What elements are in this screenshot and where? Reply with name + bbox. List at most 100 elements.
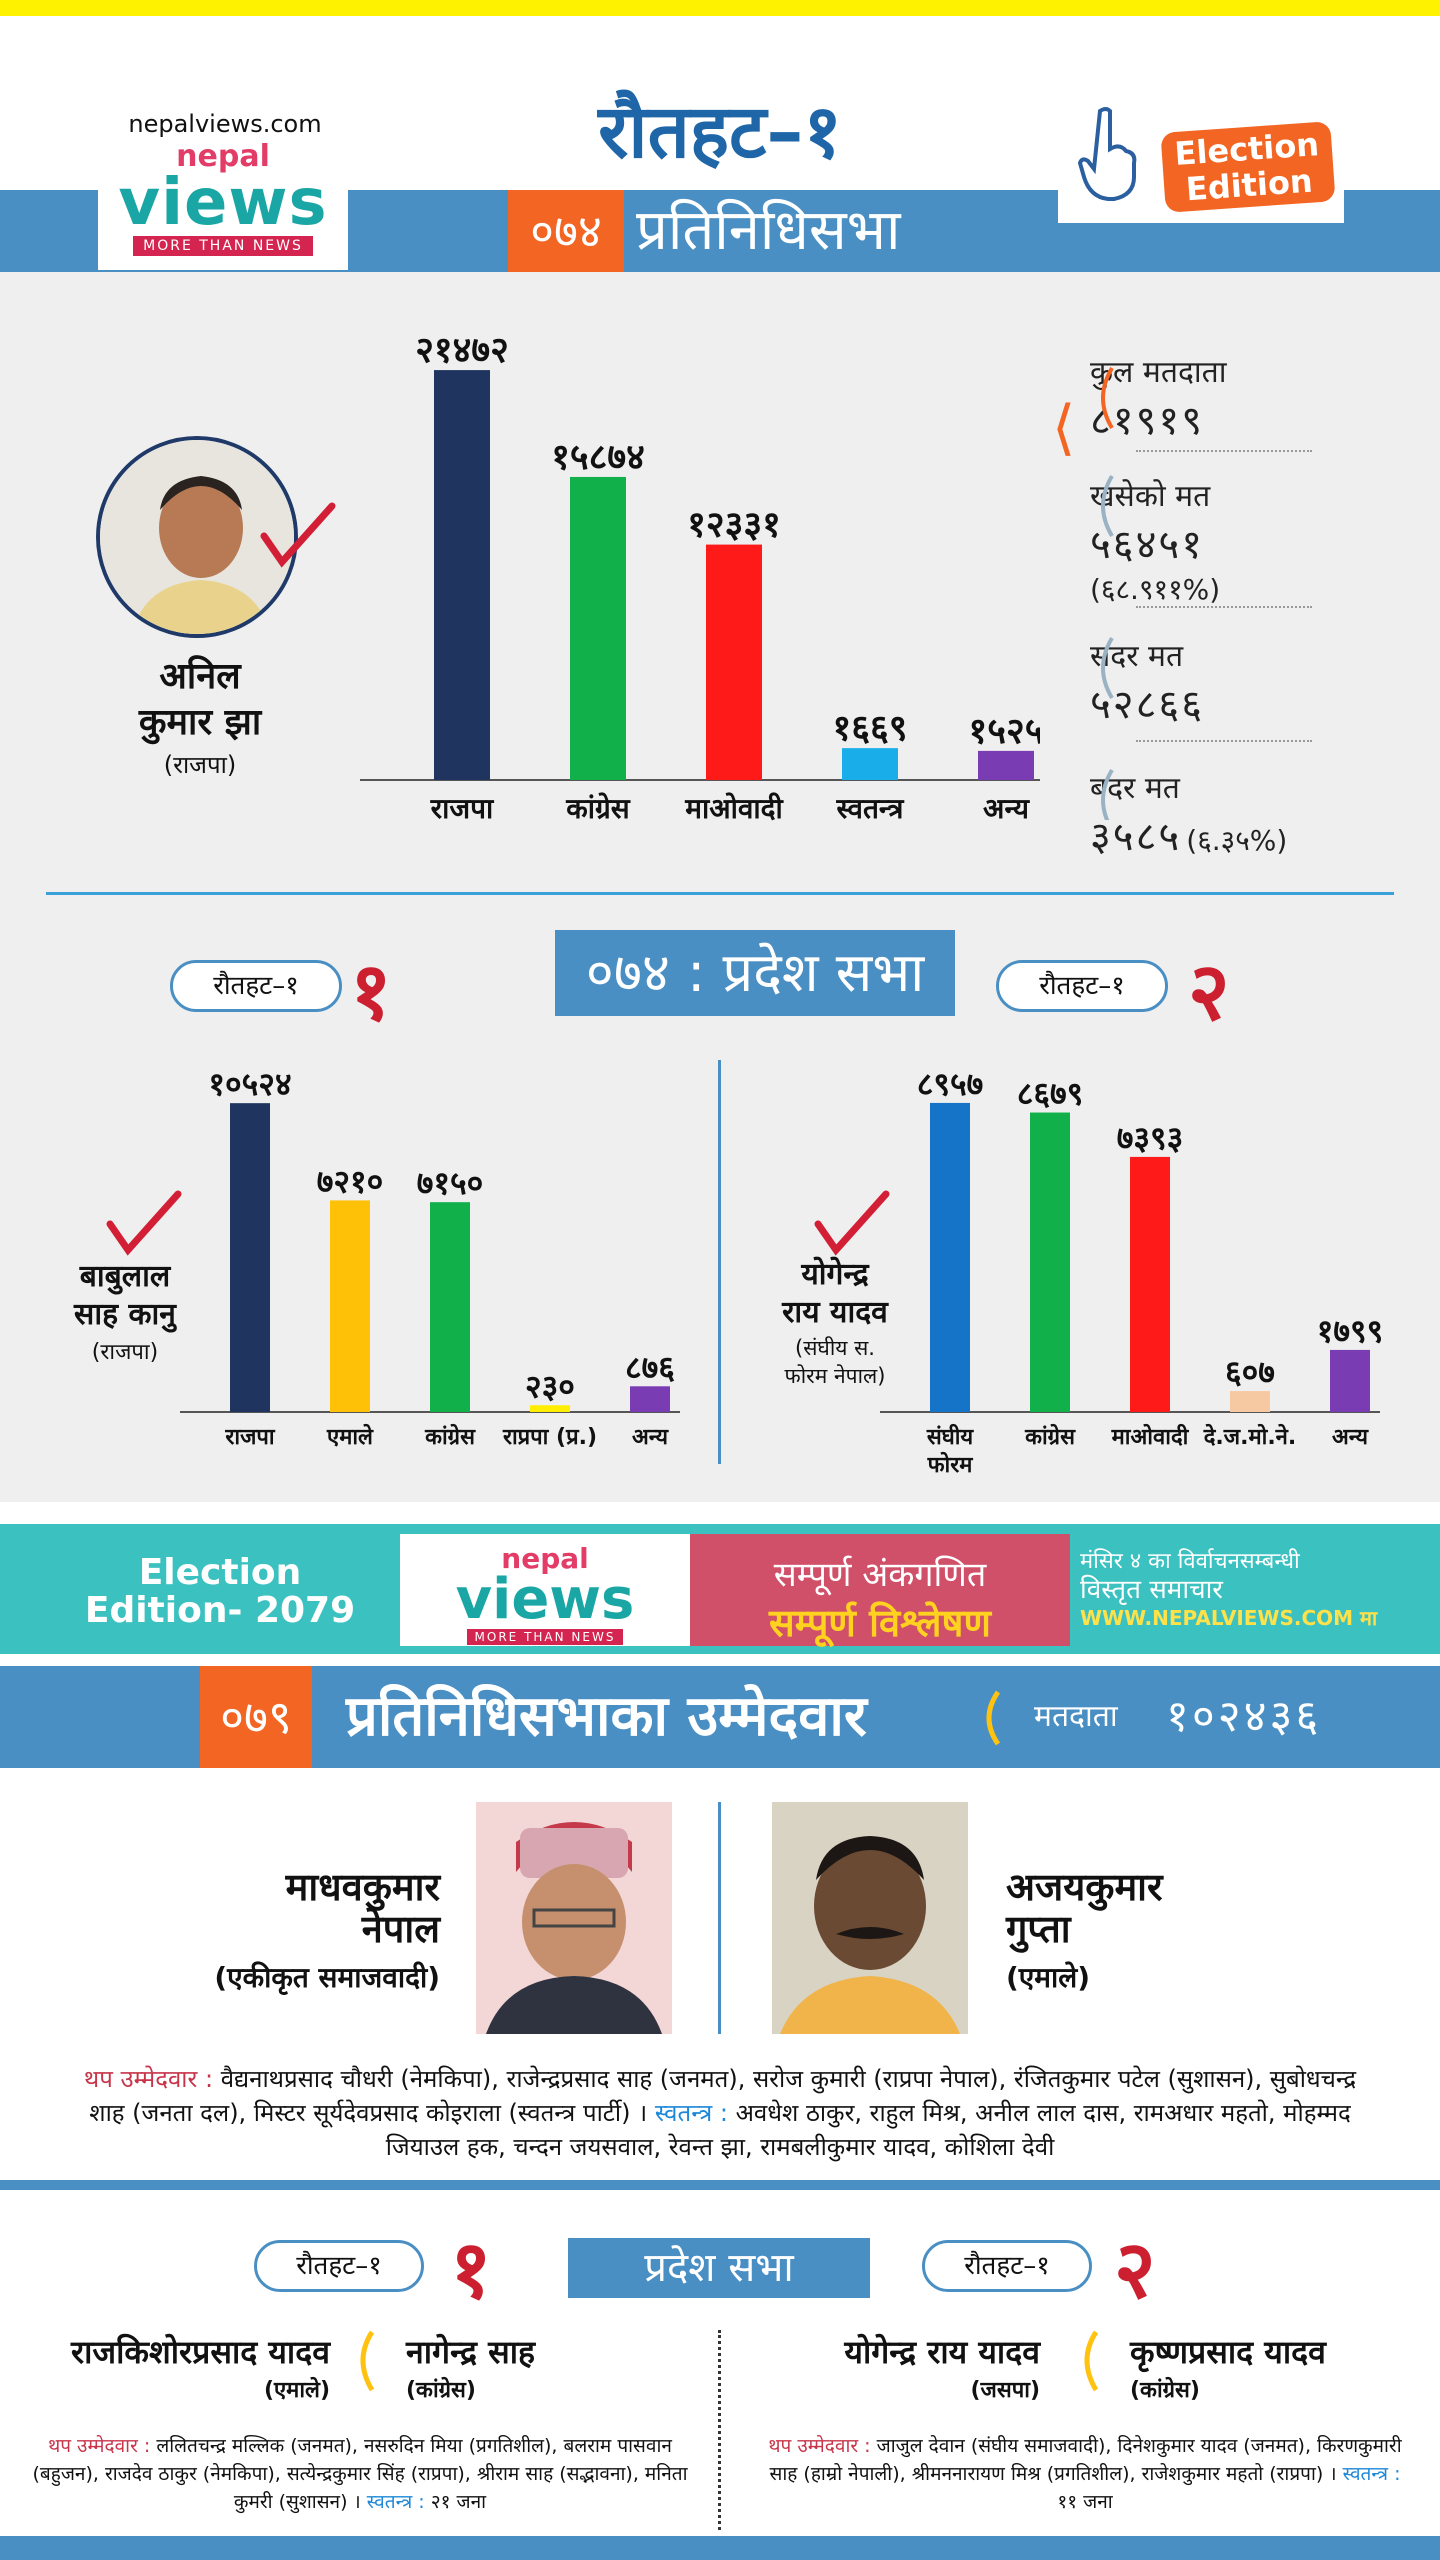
candidates-title: प्रतिनिधिसभाका उम्मेदवार <box>346 1684 867 1749</box>
banner-news-info: मंसिर ४ का विर्वाचनसम्बन्धी विस्तृत समाच… <box>1080 1549 1378 1630</box>
nepalviews-logo: nepal views MORE THAN NEWS <box>98 142 348 270</box>
candidate-left-name: माधवकुमार नेपाल <box>285 1865 440 1951</box>
site-url: nepalviews.com <box>128 110 322 138</box>
bar-0 <box>930 1102 970 1412</box>
p2079-2-pill: रौतहट–१ <box>922 2240 1092 2292</box>
banner-analysis: सम्पूर्ण अंकगणित सम्पूर्ण विश्लेषण <box>690 1534 1070 1646</box>
province-1-number: १ <box>350 945 392 1038</box>
p2079-2-party-a: (जसपा) <box>970 2378 1041 2403</box>
chart-province-2: ८९५७ संघीयफोरम ८६७९ कांग्रेस ७३९३ माओवादी ६०७ द… <box>880 1065 1384 1478</box>
bar-value-label: १६६९ <box>833 708 908 749</box>
candidate-right-party: (एमाले) <box>1006 1961 1091 1994</box>
bar-value-label: ७३९३ <box>1117 1119 1184 1157</box>
province-1-winner-party: (राजपा) <box>91 1340 159 1365</box>
province-2-number: २ <box>1188 945 1230 1038</box>
category-label: स्वतन्त्र <box>836 792 906 825</box>
bar-2 <box>430 1202 470 1412</box>
stat-invalid-votes: बदर मत ३५८५ (६.३५%) <box>1090 771 1288 860</box>
pointing-hand-icon <box>1078 107 1137 201</box>
p2079-2-other-text: थप उम्मेदवार : जाजुल देवान (संघीय समाजवा… <box>768 2435 1402 2513</box>
province-1-winner: बाबुलाल साह कानु <box>74 1259 176 1332</box>
voters-label: मतदाता <box>1034 1699 1118 1734</box>
category-label: राजपा <box>224 1425 276 1450</box>
other-candidates-text: थप उम्मेदवार : वैद्यनाथप्रसाद चौधरी (नेम… <box>83 2065 1357 2161</box>
pradesh-2079-divider <box>718 2330 721 2530</box>
house-title-2074: प्रतिनिधिसभा <box>636 198 901 263</box>
bar-4 <box>630 1386 670 1412</box>
category-label: अन्य <box>632 1425 669 1450</box>
bar-value-label: १७९९ <box>1317 1312 1384 1350</box>
edition-label: Election Edition <box>1160 121 1336 213</box>
stat-divider <box>1136 450 1312 452</box>
bar-2 <box>706 544 762 780</box>
candidate-divider <box>718 1802 721 2034</box>
bar-value-label: १५२५ <box>969 711 1040 752</box>
banner-logo: nepal views MORE THAN NEWS <box>400 1534 690 1646</box>
bar-4 <box>1330 1349 1370 1412</box>
category-label: राप्रपा (प्र.) <box>502 1425 597 1450</box>
candidate-right-name: अजयकुमार गुप्ता <box>1006 1865 1163 1951</box>
election-edition-badge: Election Edition <box>1058 95 1344 223</box>
bar-value-label: ८९५७ <box>917 1065 984 1103</box>
bar-4 <box>978 750 1034 780</box>
category-label: संघीय <box>926 1423 975 1450</box>
bracket-icon <box>1084 2330 1099 2392</box>
bar-1 <box>330 1200 370 1412</box>
province-2-winner-party: (संघीय स. फोरम नेपाल) <box>784 1336 886 1388</box>
bar-value-label: ८७६ <box>625 1348 675 1386</box>
p2079-1-cand-a: राजकिशोरप्रसाद यादव <box>70 2333 330 2371</box>
bar-3 <box>1230 1391 1270 1412</box>
bar-3 <box>842 748 898 780</box>
pradesh-2079-title: प्रदेश सभा <box>568 2238 870 2298</box>
top-accent-bar <box>0 0 1440 16</box>
bar-1 <box>570 476 626 780</box>
category-label: कांग्रेस <box>424 1423 476 1450</box>
p2079-1-cand-b: नागेन्द्र साह <box>406 2333 535 2371</box>
bar-value-label: १५८७४ <box>551 437 645 478</box>
p2079-1-pill: रौतहट–१ <box>254 2240 424 2292</box>
winner-check-icon <box>260 502 336 568</box>
p2079-2-number: २ <box>1114 2223 1156 2316</box>
stat-total-voters: कुल मतदाता ८१९१९ <box>1090 355 1227 444</box>
bar-value-label: २३० <box>525 1367 575 1405</box>
bracket-icon <box>986 1690 1001 1746</box>
p2079-2-cand-b: कृष्णप्रसाद यादव <box>1130 2333 1326 2371</box>
province-2-pill: रौतहट–१ <box>996 960 1168 1012</box>
stat-valid-votes: सदर मत ५२८६६ <box>1090 639 1204 728</box>
stat-divider <box>1136 740 1312 742</box>
banner-edition-text: Election Edition- 2079 <box>84 1552 356 1631</box>
bar-value-label: १०५२४ <box>208 1065 291 1103</box>
constituency-title: रौतहट–१ <box>598 89 842 175</box>
bracket-icon <box>360 2330 375 2392</box>
province-2-check-icon <box>814 1190 890 1256</box>
bar-3 <box>530 1405 570 1412</box>
bar-value-label: ८६७९ <box>1017 1075 1084 1113</box>
p2079-2-party-b: (कांग्रेस) <box>1130 2378 1200 2403</box>
category-label: दे.ज.मो.ने. <box>1203 1423 1297 1450</box>
province-1-pill: रौतहट–१ <box>170 960 342 1012</box>
bar-0 <box>230 1103 270 1412</box>
stat-votes-cast: खसेको मत ५६४५१ (६८.९११%) <box>1090 479 1221 606</box>
candidate-left-party: (एकीकृत समाजवादी) <box>214 1961 440 1994</box>
section-divider <box>46 892 1394 895</box>
p2079-1-number: १ <box>450 2223 492 2316</box>
bar-value-label: १२३३१ <box>687 505 781 546</box>
bar-value-label: २१४७२ <box>415 330 509 371</box>
bar-value-label: ७१५० <box>417 1164 484 1202</box>
category-label: फोरम <box>927 1451 974 1478</box>
voters-count: १०२४३६ <box>1166 1691 1322 1742</box>
province-2-winner: योगेन्द्र राय यादव <box>782 1257 888 1330</box>
province-1-check-icon <box>106 1190 182 1256</box>
category-label: एमाले <box>326 1423 374 1450</box>
stat-divider <box>1136 606 1312 608</box>
p2079-2-cand-a: योगेन्द्र राय यादव <box>844 2333 1040 2371</box>
year-2079-label: ०७९ <box>200 1666 312 1768</box>
category-label: माओवादी <box>1111 1423 1190 1450</box>
category-label: कांग्रेस <box>1024 1423 1076 1450</box>
bar-1 <box>1030 1112 1070 1412</box>
bar-0 <box>434 370 490 780</box>
candidate-left-photo <box>476 1802 672 2034</box>
chart-2074-house: २१४७२ राजपा १५८७४ कांग्रेस १२३३१ माओवादी १६६९ स… <box>360 330 1040 825</box>
category-label: माओवादी <box>684 792 784 825</box>
bar-value-label: ७२१० <box>317 1162 384 1200</box>
